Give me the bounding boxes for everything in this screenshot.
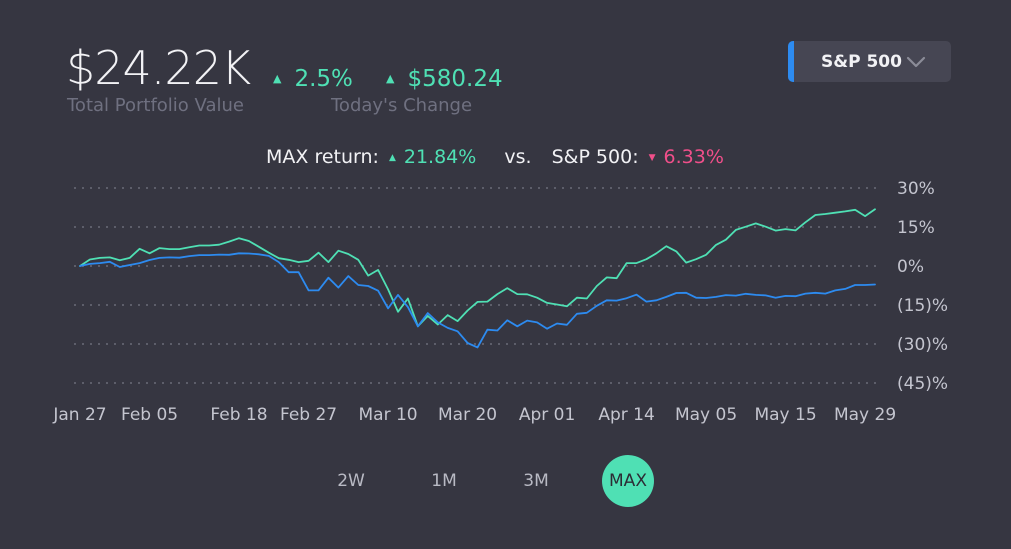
triangle-up-icon: ▲ <box>388 153 396 163</box>
today-change-amount: ▲ $580.24 <box>386 66 503 92</box>
portfolio-value-label: Total Portfolio Value <box>67 95 244 116</box>
time-range-selector: 2W 1M 3M MAX <box>0 455 1011 507</box>
y-axis: 30% 15% 0% (15)% (30)% (45)% <box>897 179 948 394</box>
x-tick-label: May 29 <box>834 405 896 425</box>
today-change-percent-value: 2.5% <box>294 66 353 92</box>
chevron-down-icon <box>906 56 926 68</box>
x-tick-label: Apr 01 <box>519 405 575 425</box>
today-change-label: Today's Change <box>331 95 473 116</box>
x-tick-label: Mar 20 <box>438 405 497 425</box>
chart-grid <box>74 187 878 384</box>
max-return-label: MAX return: <box>266 146 379 168</box>
portfolio-return-line <box>79 208 876 328</box>
triangle-down-icon: ▼ <box>648 153 656 163</box>
x-axis: Jan 27 Feb 05 Feb 18 Feb 27 Mar 10 Mar 20 Apr … <box>52 405 896 425</box>
return-comparison: MAX return: ▲ 21.84% vs. S&P 500: ▼ 6.33% <box>266 146 724 168</box>
benchmark-return-value: 6.33% <box>663 146 724 168</box>
today-change-percent: ▲ 2.5% <box>273 66 353 92</box>
benchmark-return-label: S&P 500: <box>551 146 639 168</box>
y-tick-label: 15% <box>897 218 935 238</box>
x-tick-label: Feb 05 <box>121 405 178 425</box>
x-tick-label: Apr 14 <box>598 405 654 425</box>
benchmark-accent-bar <box>788 41 794 82</box>
x-tick-label: Mar 10 <box>359 405 418 425</box>
vs-label: vs. <box>504 146 532 168</box>
x-tick-label: May 05 <box>675 405 737 425</box>
today-change-amount-value: $580.24 <box>407 66 503 92</box>
chart-lines <box>79 208 876 349</box>
performance-chart: 30% 15% 0% (15)% (30)% (45)% Jan 27 Feb 05 Feb … <box>52 179 948 425</box>
triangle-up-icon: ▲ <box>273 72 282 85</box>
y-tick-label: (30)% <box>897 335 948 355</box>
portfolio-value: $24.22K <box>66 41 251 95</box>
x-tick-label: Jan 27 <box>52 405 106 425</box>
range-button-3m[interactable]: 3M <box>523 471 549 491</box>
max-return-value: 21.84% <box>403 146 477 168</box>
y-tick-label: 30% <box>897 179 935 199</box>
x-tick-label: Feb 18 <box>210 405 267 425</box>
x-tick-label: May 15 <box>754 405 816 425</box>
benchmark-dropdown[interactable]: S&P 500 <box>788 41 951 82</box>
benchmark-return-line <box>79 252 876 349</box>
range-button-1m[interactable]: 1M <box>431 471 457 491</box>
y-tick-label: (45)% <box>897 374 948 394</box>
triangle-up-icon: ▲ <box>386 72 395 85</box>
range-button-2w[interactable]: 2W <box>337 471 365 491</box>
range-button-max[interactable]: MAX <box>602 455 654 507</box>
x-tick-label: Feb 27 <box>280 405 337 425</box>
y-tick-label: (15)% <box>897 296 948 316</box>
y-tick-label: 0% <box>897 257 924 277</box>
benchmark-dropdown-label: S&P 500 <box>821 52 902 72</box>
